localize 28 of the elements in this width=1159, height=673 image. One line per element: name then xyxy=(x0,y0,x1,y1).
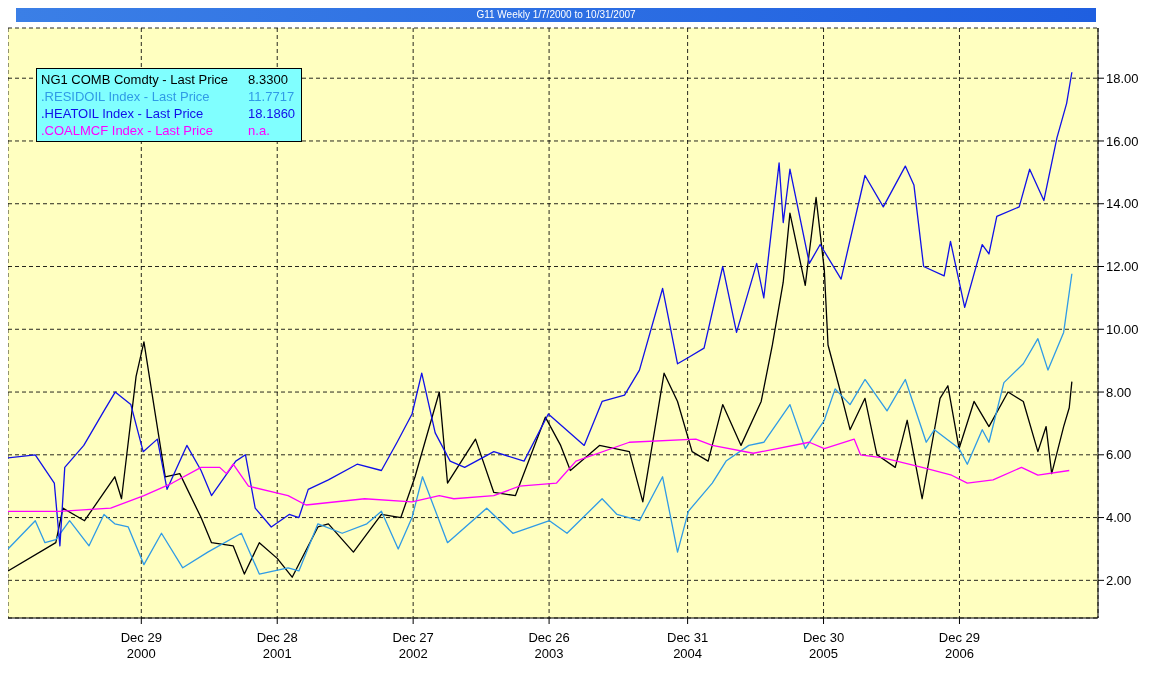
line-series xyxy=(8,438,1070,512)
y-tick-label: 4.00 xyxy=(1106,510,1132,526)
x-tick-label: Dec 31 2004 xyxy=(667,629,709,661)
y-tick-label: 10.00 xyxy=(1106,321,1139,337)
y-tick-label: 8.00 xyxy=(1106,384,1132,400)
y-tick-label: 2.00 xyxy=(1106,572,1132,588)
text: NG1 COMB Comdty - Last Price xyxy=(41,71,230,88)
y-tick-label: 18.00 xyxy=(1106,70,1139,86)
line-series xyxy=(8,273,1073,575)
y-tick-label: 6.00 xyxy=(1106,447,1132,463)
x-tick-label: Dec 29 2000 xyxy=(120,629,162,661)
annotation: 18.1860 xyxy=(248,105,296,122)
annotation: 8.3300 xyxy=(248,71,289,88)
x-tick-label: Dec 27 2002 xyxy=(392,629,434,661)
text: .RESIDOIL Index - Last Price xyxy=(41,88,211,105)
y-tick-label: 12.00 xyxy=(1106,259,1139,275)
x-tick-label: Dec 26 2003 xyxy=(528,629,570,661)
line-series xyxy=(8,71,1073,547)
text: .COALMCF Index - Last Price xyxy=(41,122,214,139)
x-tick-label: Dec 29 2006 xyxy=(938,629,981,661)
y-tick-label: 16.00 xyxy=(1106,133,1139,149)
x-tick-label: Dec 28 2001 xyxy=(256,629,298,661)
text: .HEATOIL Index - Last Price xyxy=(41,105,205,122)
annotation: n.a. xyxy=(248,122,271,139)
annotation: 11.7717 xyxy=(248,88,296,105)
chart-title: G11 Weekly 1/7/2000 to 10/31/2007 xyxy=(16,8,1096,22)
x-tick-label: Dec 30 2005 xyxy=(802,629,845,661)
y-tick-label: 14.00 xyxy=(1106,196,1139,212)
